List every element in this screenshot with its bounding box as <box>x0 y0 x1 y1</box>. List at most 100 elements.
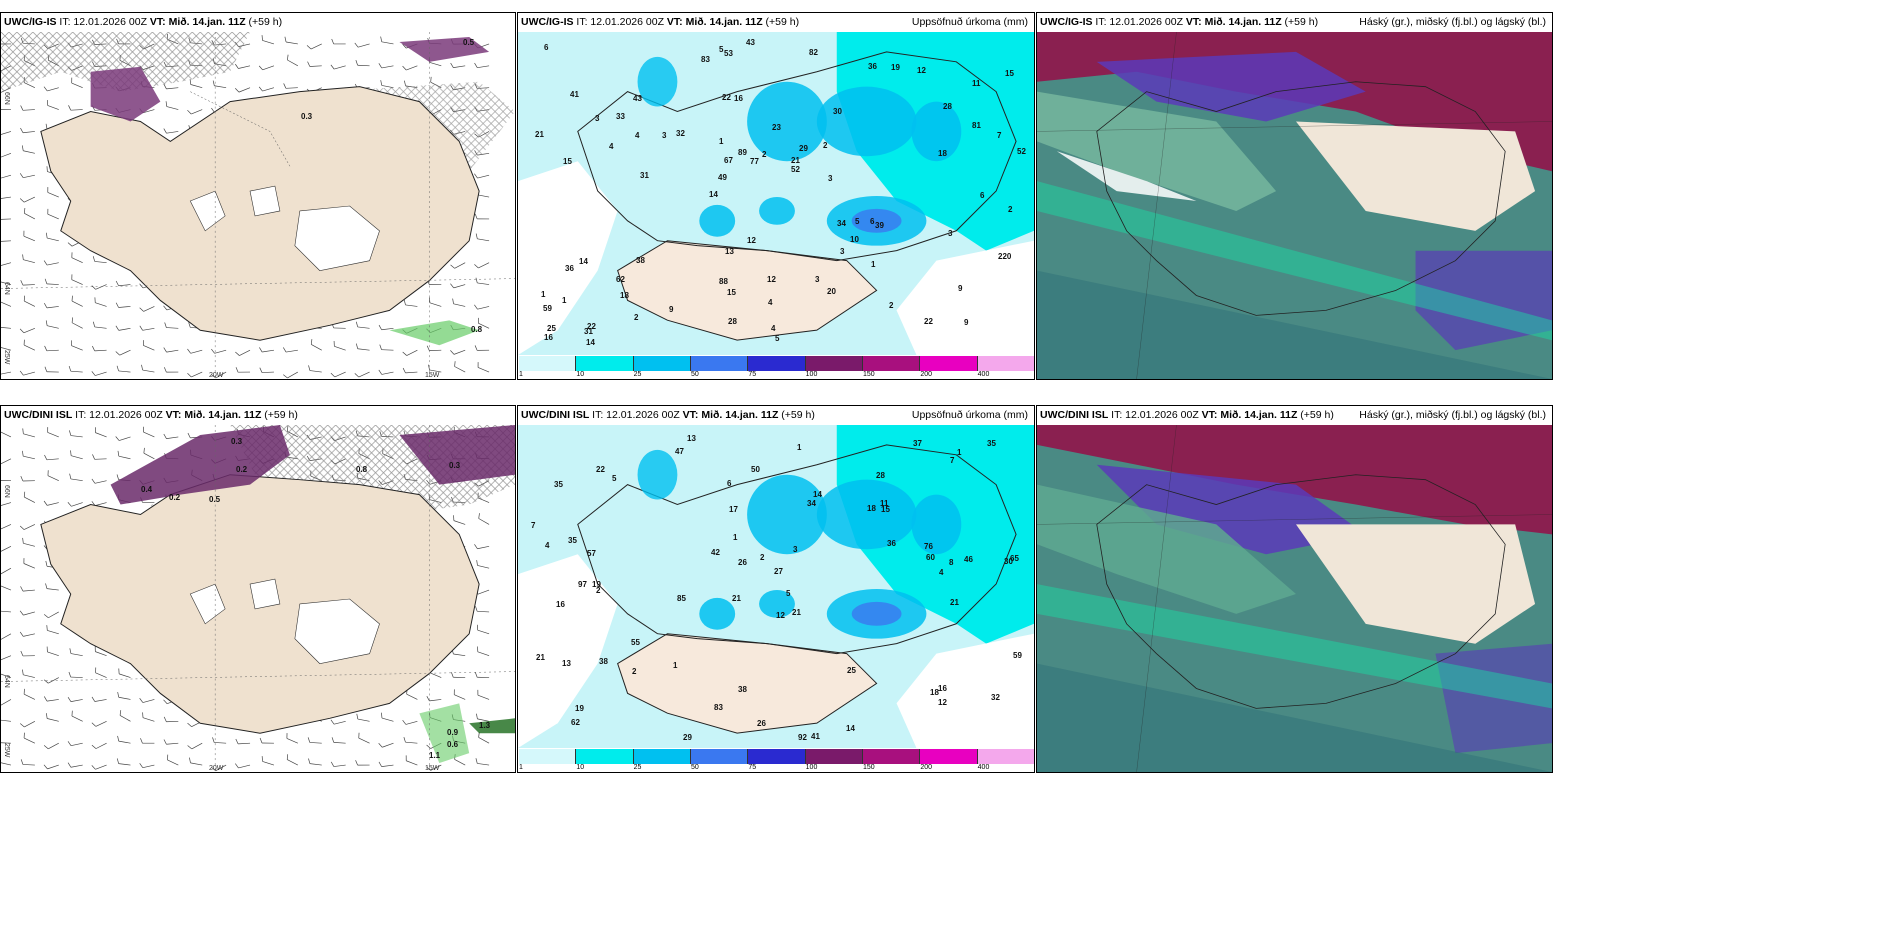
wind-barb <box>355 760 370 766</box>
precip-value: 65 <box>1010 554 1019 563</box>
colorbar-tick-label: 200 <box>920 764 933 771</box>
precip-value: 62 <box>616 275 625 284</box>
wind-barb <box>475 233 490 242</box>
precip-value: 60 <box>926 553 935 562</box>
precip-value: 25 <box>547 324 556 333</box>
lead-time: (+59 h) <box>1300 409 1334 421</box>
wind-barb <box>286 733 298 744</box>
precip-value: 2 <box>634 313 639 322</box>
wind-barb <box>356 713 370 722</box>
precip-value: 18 <box>620 291 629 300</box>
panel-cloud-bottom: UWC/DINI ISL IT: 12.01.2026 00Z VT: Mið.… <box>1036 405 1553 773</box>
wind-barb <box>378 761 394 767</box>
wind-barb <box>117 735 131 744</box>
wind-barb <box>1 610 11 613</box>
precip-value: 28 <box>728 317 737 326</box>
precip-value: 46 <box>964 555 973 564</box>
wind-barb <box>119 710 131 722</box>
wind-barb <box>261 756 275 766</box>
wind-barb <box>143 426 155 438</box>
colorbar-tick-label: 10 <box>576 764 585 771</box>
precip-value: 5 <box>612 474 617 483</box>
precip-value: 18 <box>867 504 876 513</box>
panel-header: UWC/DINI ISL IT: 12.01.2026 00Z VT: Mið.… <box>1 406 515 425</box>
precip-value: 57 <box>587 549 596 558</box>
lead-time: (+59 h) <box>1284 16 1319 28</box>
precip-value: 2 <box>762 150 767 159</box>
wind-barb <box>69 648 83 657</box>
precip-value: 6 <box>544 43 549 52</box>
wind-label: 0.8 <box>356 465 368 474</box>
wind-barb <box>71 252 83 263</box>
precip-value: 4 <box>768 298 773 307</box>
wind-label: 0.3 <box>231 437 243 446</box>
colorbar: 1 10 25 50 75 100 150 200 400 <box>519 749 1034 771</box>
wind-barb <box>358 732 370 744</box>
colorbar-tick-label: 200 <box>920 371 933 378</box>
wind-barb <box>67 696 83 702</box>
wind-barb <box>453 689 466 700</box>
precip-value: 4 <box>771 324 776 333</box>
wind-barb <box>117 450 131 460</box>
wind-barb <box>69 430 83 438</box>
wind-barb <box>143 340 155 351</box>
wind-barb <box>116 365 131 373</box>
precip-field <box>518 32 1034 355</box>
colorbar-tick-label: 1 <box>519 764 523 771</box>
wind-barb <box>474 213 490 220</box>
wind-barb <box>46 646 59 657</box>
wind-barb <box>19 327 35 334</box>
precip-value: 83 <box>701 55 710 64</box>
precip-value: 77 <box>750 157 759 166</box>
wind-barb <box>71 274 83 285</box>
panel-title: Háský (gr.), miðský (fj.bl.) og lágský (… <box>1359 16 1546 28</box>
wind-barb <box>71 295 83 307</box>
wind-map: 0.4 0.2 0.3 0.2 0.5 0.8 0.3 0.6 0.9 1.3 … <box>1 425 515 772</box>
precip-value: 83 <box>714 703 723 712</box>
wind-barb <box>379 344 394 351</box>
lat-label-66n: 66N <box>3 485 10 498</box>
precip-value: 43 <box>633 94 642 103</box>
precip-value: 36 <box>887 539 896 548</box>
wind-barb <box>69 473 83 482</box>
wind-barb <box>45 320 59 329</box>
wind-barb <box>163 367 179 373</box>
precip-value: 1 <box>562 296 567 305</box>
wind-barb <box>139 306 155 312</box>
precip-value: 12 <box>938 698 947 707</box>
wind-barb <box>308 758 322 766</box>
wind-barb <box>1 196 12 200</box>
cloud-field <box>1037 32 1552 379</box>
wind-label: 0.5 <box>463 38 475 47</box>
precip-value: 38 <box>599 657 608 666</box>
valid-time: Mið. 14.jan. 11Z <box>1220 409 1298 421</box>
precip-value: 19 <box>575 704 584 713</box>
model-name: UWC/IG-IS <box>1040 16 1093 28</box>
wind-barb <box>94 297 107 307</box>
wind-barb <box>91 742 107 749</box>
wind-barb <box>44 278 59 285</box>
wind-barb <box>476 624 490 635</box>
wind-barb <box>402 65 418 71</box>
wind-barb <box>477 362 490 373</box>
precip-field <box>518 425 1034 748</box>
wind-barb <box>1 301 12 307</box>
colorbar-swatch <box>633 356 691 371</box>
wind-barb <box>164 322 179 329</box>
wind-barb <box>259 347 274 353</box>
precip-value: 220 <box>998 252 1012 261</box>
precip-value: 9 <box>958 284 963 293</box>
init-time: IT: 12.01.2026 00Z <box>1095 16 1183 28</box>
panel-header: UWC/IG-IS IT: 12.01.2026 00Z VT: Mið. 14… <box>1037 13 1552 32</box>
valid-time-label: VT: <box>682 409 699 421</box>
wind-barb <box>95 667 107 678</box>
wind-barb <box>261 35 275 45</box>
wind-barb <box>477 646 490 656</box>
wind-barb <box>187 109 203 115</box>
wind-barb <box>47 470 59 481</box>
wind-barb <box>44 345 59 352</box>
wind-barb <box>211 348 227 354</box>
wind-barb <box>23 295 36 307</box>
wind-barb <box>1 633 12 640</box>
precip-value: 41 <box>811 732 820 741</box>
